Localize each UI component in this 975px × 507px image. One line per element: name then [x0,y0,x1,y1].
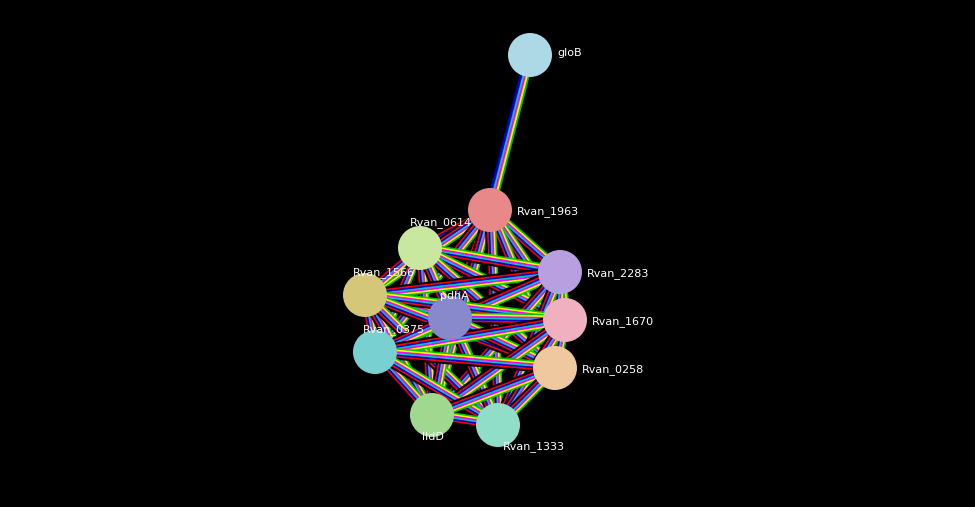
Text: Rvan_0258: Rvan_0258 [582,365,644,376]
Circle shape [468,188,512,232]
Text: Rvan_2283: Rvan_2283 [587,269,649,279]
Circle shape [343,273,387,317]
Circle shape [353,330,397,374]
Circle shape [410,393,454,437]
Text: lldD: lldD [422,432,444,442]
Circle shape [533,346,577,390]
Text: Rvan_1333: Rvan_1333 [503,442,565,452]
Text: Rvan_0614: Rvan_0614 [410,218,472,229]
Circle shape [508,33,552,77]
Text: Rvan_1963: Rvan_1963 [517,206,579,218]
Circle shape [398,226,442,270]
Text: Rvan_1566: Rvan_1566 [353,268,415,278]
Circle shape [428,296,472,340]
Text: gloB: gloB [557,48,582,58]
Circle shape [543,298,587,342]
Text: pdhA: pdhA [440,291,469,301]
Text: Rvan_0375: Rvan_0375 [363,324,425,336]
Text: Rvan_1670: Rvan_1670 [592,316,654,328]
Circle shape [476,403,520,447]
Circle shape [538,250,582,294]
